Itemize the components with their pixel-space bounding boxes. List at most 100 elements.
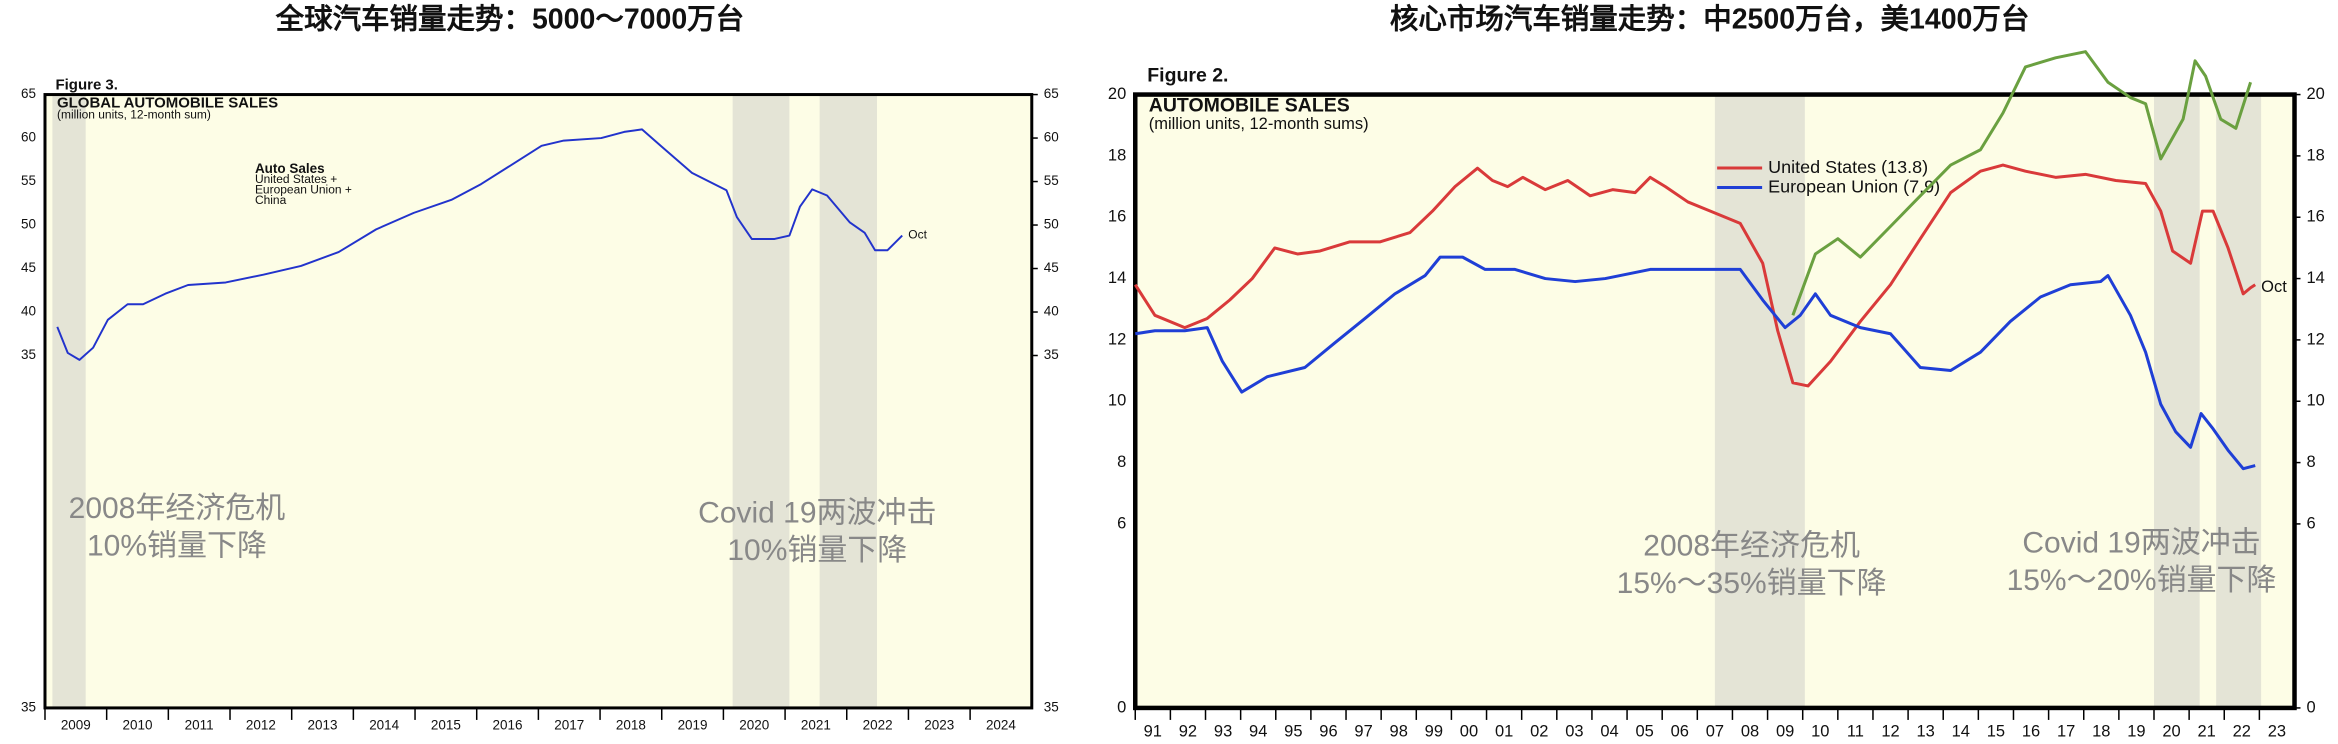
y-tick-label: 6 (1117, 514, 1126, 532)
x-tick-label: 21 (2198, 722, 2216, 740)
y-tick-label: 8 (1117, 453, 1126, 471)
series-note: China (255, 193, 287, 207)
y-tick-label-right: 6 (2307, 514, 2316, 532)
annotation: Covid 19两波冲击 (698, 496, 936, 529)
x-tick-label: 05 (1635, 722, 1653, 740)
x-tick-label: 2019 (678, 717, 708, 732)
y-tick-label: 55 (21, 173, 36, 188)
x-tick-label: 97 (1354, 722, 1372, 740)
annotation: 15%～20%销量下降 (2007, 564, 2277, 597)
figure-label: Figure 3. (55, 77, 117, 94)
y-tick-label-right: 35 (1044, 347, 1059, 362)
annotation: 10%销量下降 (727, 534, 907, 567)
x-tick-label: 23 (2268, 722, 2286, 740)
x-tick-label: 07 (1706, 722, 1724, 740)
annotation: 10%销量下降 (87, 529, 267, 562)
x-tick-label: 2013 (308, 717, 338, 732)
series-line (1791, 50, 2252, 316)
x-tick-label: 09 (1776, 722, 1794, 740)
chart-subheading: (million units, 12-month sums) (1149, 115, 1369, 133)
x-tick-label: 02 (1530, 722, 1548, 740)
y-tick-label: 0 (1117, 698, 1126, 716)
x-tick-label: 94 (1249, 722, 1267, 740)
chart-heading: GLOBAL AUTOMOBILE SALES (57, 95, 278, 112)
x-tick-label: 92 (1179, 722, 1197, 740)
x-tick-label: 95 (1284, 722, 1302, 740)
x-tick-label: 2010 (123, 717, 153, 732)
x-tick-label: 00 (1460, 722, 1478, 740)
y-tick-label-right: 55 (1044, 173, 1059, 188)
y-tick-label-right: 14 (2307, 269, 2325, 287)
x-tick-label: 2018 (616, 717, 646, 732)
chart-title: 核心市场汽车销量走势：中2500万台，美1400万台 (1390, 3, 2029, 36)
annotation: 2008年经济危机 (1643, 529, 1860, 562)
x-tick-label: 15 (1987, 722, 2005, 740)
x-tick-label: 2021 (801, 717, 831, 732)
x-tick-label: 12 (1881, 722, 1899, 740)
plot-background (44, 94, 1032, 708)
series-line (1133, 163, 2257, 388)
x-tick-label: 2011 (185, 717, 214, 732)
y-tick-label: 60 (21, 130, 36, 145)
y-floor-label: 35 (21, 699, 36, 714)
y-tick-label: 50 (21, 217, 36, 232)
annotation: Covid 19两波冲击 (2022, 526, 2260, 559)
annotation: 2008年经济危机 (69, 492, 286, 525)
x-tick-label: 99 (1425, 722, 1443, 740)
x-tick-label: 93 (1214, 722, 1232, 740)
y-tick-label-right: 50 (1044, 217, 1059, 232)
y-tick-label: 65 (21, 86, 36, 101)
series-line (56, 128, 903, 361)
x-tick-label: 98 (1390, 722, 1408, 740)
x-tick-label: 11 (1847, 722, 1864, 740)
x-tick-label: 04 (1600, 722, 1618, 740)
chart-title: 全球汽车销量走势：5000～7000万台 (275, 3, 745, 36)
x-tick-label: 2012 (246, 717, 276, 732)
y-tick-label-right: 12 (2307, 330, 2325, 348)
y-tick-label-right: 20 (2307, 85, 2325, 103)
y-tick-label: 45 (21, 260, 36, 275)
y-tick-label: 12 (1108, 330, 1126, 348)
x-tick-label: 14 (1952, 722, 1970, 740)
shaded-period (2216, 94, 2262, 708)
x-tick-label: 2014 (369, 717, 399, 732)
x-tick-label: 2009 (61, 717, 91, 732)
x-tick-label: 2017 (554, 717, 584, 732)
shaded-period (52, 94, 86, 708)
end-label: Oct (908, 228, 927, 242)
x-tick-label: 2016 (493, 717, 523, 732)
y-tick-label-right: 16 (2307, 208, 2325, 226)
y-tick-label: 10 (1108, 392, 1126, 410)
y-tick-label-right: 65 (1044, 86, 1059, 101)
series-note: Auto Sales (255, 161, 325, 176)
x-tick-label: 2015 (431, 717, 461, 732)
x-tick-label: 16 (2022, 722, 2040, 740)
y-tick-label: 40 (21, 304, 36, 319)
y-tick-label-right: 18 (2307, 146, 2325, 164)
y-floor-label-right: 35 (1044, 699, 1059, 714)
x-tick-label: 18 (2092, 722, 2110, 740)
legend-label: European Union (7.9) (1768, 176, 1940, 196)
x-tick-label: 20 (2162, 722, 2180, 740)
x-tick-label: 03 (1565, 722, 1583, 740)
series-note: United States + (255, 172, 337, 186)
y-tick-label: 20 (1108, 85, 1126, 103)
series-note: European Union + (255, 183, 352, 197)
legend-label: United States (13.8) (1768, 157, 1928, 177)
x-tick-label: 91 (1144, 722, 1162, 740)
x-tick-label: 17 (2057, 722, 2075, 740)
y-tick-label-right: 0 (2307, 698, 2316, 716)
x-tick-label: 96 (1319, 722, 1337, 740)
x-tick-label: 10 (1811, 722, 1829, 740)
figure-label: Figure 2. (1147, 65, 1228, 87)
end-label: Oct (2261, 278, 2287, 296)
y-tick-label-right: 8 (2307, 453, 2316, 471)
x-tick-label: 06 (1671, 722, 1689, 740)
x-tick-label: 08 (1741, 722, 1759, 740)
y-tick-label-right: 45 (1044, 260, 1059, 275)
series-line (1135, 255, 2256, 471)
y-tick-label: 18 (1108, 146, 1126, 164)
y-tick-label: 35 (21, 347, 36, 362)
x-tick-label: 2020 (739, 717, 769, 732)
